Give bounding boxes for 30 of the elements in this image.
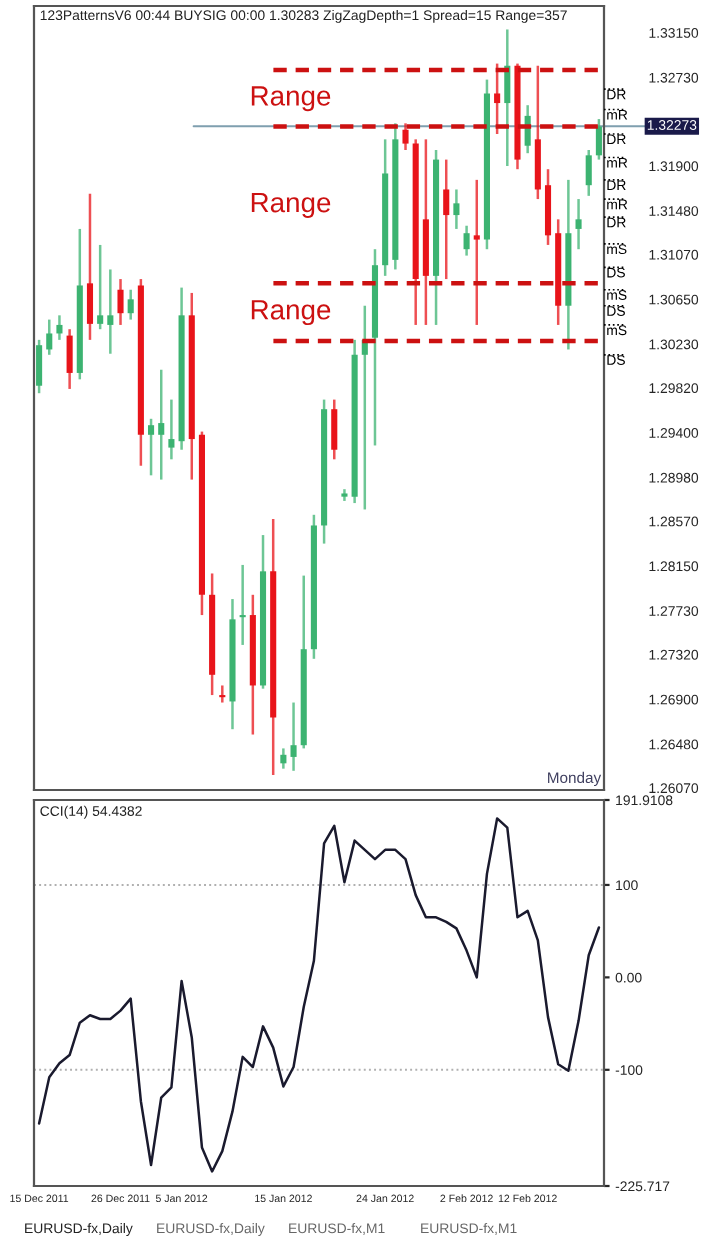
candlestick bbox=[127, 288, 134, 321]
candlestick bbox=[239, 563, 246, 647]
candlestick bbox=[117, 277, 124, 327]
candlestick bbox=[86, 192, 94, 342]
candlestick bbox=[494, 62, 501, 136]
candlestick bbox=[107, 268, 114, 355]
candlestick bbox=[595, 117, 602, 161]
candlestick bbox=[46, 318, 53, 357]
annotation: Range bbox=[251, 86, 331, 112]
candlestick bbox=[443, 158, 450, 281]
candlestick bbox=[290, 701, 297, 773]
candlestick bbox=[463, 224, 470, 257]
candlestick bbox=[331, 398, 338, 461]
candlestick bbox=[36, 338, 43, 395]
line-series bbox=[37, 817, 601, 1173]
candlestick bbox=[148, 417, 155, 477]
annotation: Range bbox=[251, 193, 331, 218]
candlestick bbox=[402, 122, 409, 152]
candlestick bbox=[473, 178, 480, 327]
candlestick bbox=[66, 327, 73, 391]
candlestick bbox=[280, 747, 287, 770]
candlestick bbox=[219, 684, 226, 704]
candlestick bbox=[97, 243, 104, 331]
candlestick bbox=[56, 314, 63, 342]
candlestick bbox=[575, 197, 582, 251]
annotation: Range bbox=[251, 300, 331, 326]
candlestick bbox=[585, 148, 592, 198]
candlestick bbox=[453, 188, 460, 231]
candlestick bbox=[158, 368, 165, 481]
candlestick bbox=[168, 398, 175, 461]
